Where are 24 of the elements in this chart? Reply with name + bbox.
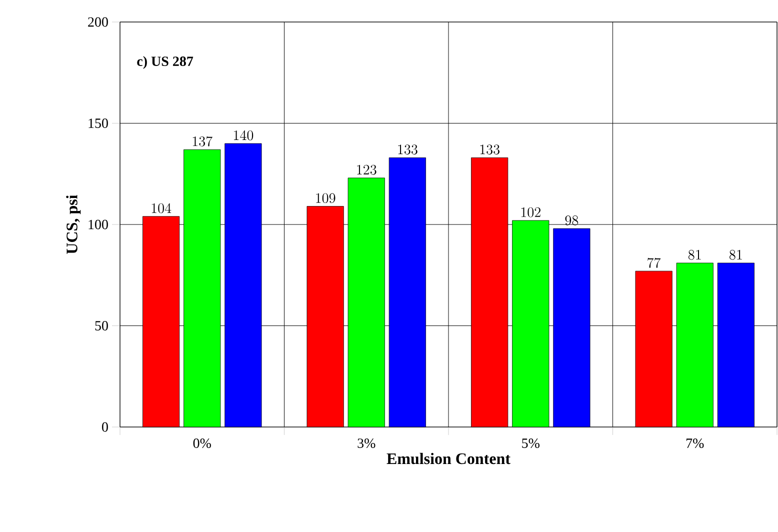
data-label: 81: [688, 250, 701, 260]
data-label: 123: [357, 164, 376, 175]
data-label: 140: [234, 130, 254, 140]
data-label: 98: [565, 215, 578, 226]
y-tick-label: 50: [95, 321, 108, 330]
data-label: 133: [480, 144, 500, 154]
data-label: 77: [648, 258, 661, 268]
x-axis-title: Emulsion Content: [386, 452, 510, 464]
y-tick-label: 0: [102, 422, 108, 432]
y-tick-label: 200: [88, 17, 108, 27]
data-label: 137: [192, 136, 212, 146]
data-label: 81: [730, 250, 742, 260]
y-axis-title: UCS, psi: [66, 194, 81, 254]
data-label: 104: [152, 203, 172, 214]
data-label: 102: [521, 207, 540, 218]
y-tick-label: 100: [88, 220, 108, 230]
x-tick-label: 5%: [522, 438, 540, 448]
x-tick-label: 0%: [193, 438, 211, 448]
y-tick-label: 150: [88, 118, 108, 128]
x-tick-label: 3%: [358, 438, 376, 448]
text: c) US 287: [137, 56, 194, 69]
data-label: 109: [316, 193, 336, 204]
x-tick-label: 7%: [686, 438, 704, 448]
data-label: 133: [398, 144, 418, 154]
